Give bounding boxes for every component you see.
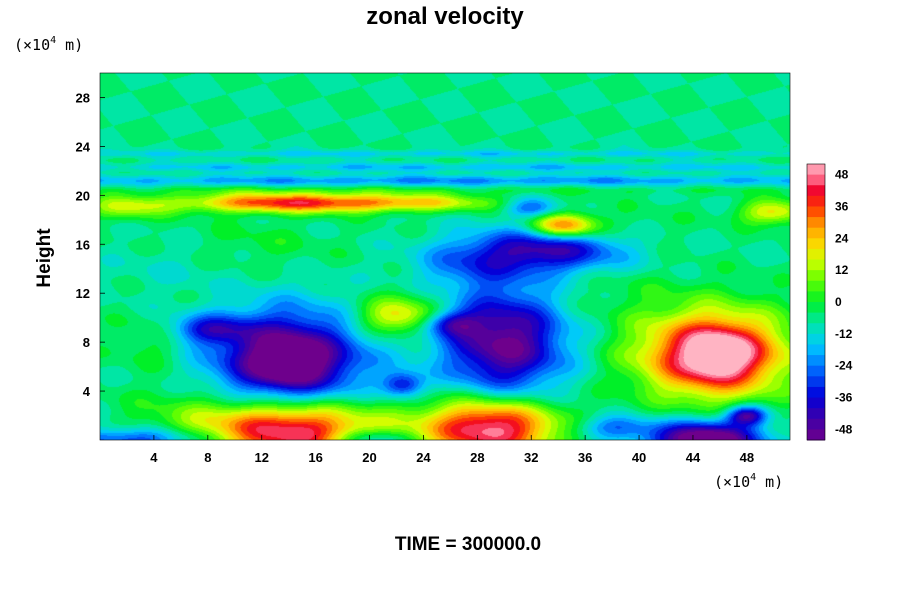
colorbar-segment xyxy=(807,174,825,186)
colorbar-tick-label: -48 xyxy=(835,422,853,436)
y-tick-label: 24 xyxy=(76,139,91,154)
colorbar-segment xyxy=(807,323,825,335)
x-tick-label: 20 xyxy=(362,450,376,465)
x-axis-unit: (×104 m) xyxy=(714,472,783,491)
y-tick-label: 16 xyxy=(76,237,90,252)
colorbar xyxy=(806,163,826,441)
plot-area xyxy=(99,72,791,441)
colorbar-segment xyxy=(807,302,825,314)
colorbar-segment xyxy=(807,365,825,377)
x-tick-label: 24 xyxy=(416,450,431,465)
y-axis-unit: (×104 m) xyxy=(14,35,83,54)
y-tick-label: 28 xyxy=(76,90,90,105)
x-tick-label: 12 xyxy=(254,450,268,465)
x-tick-label: 32 xyxy=(524,450,538,465)
colorbar-segment xyxy=(807,333,825,345)
x-tick-label: 28 xyxy=(470,450,484,465)
colorbar-segment xyxy=(807,376,825,388)
colorbar-segment xyxy=(807,312,825,324)
colorbar-tick-label: 48 xyxy=(835,168,849,182)
colorbar-segment xyxy=(807,185,825,197)
x-tick-label: 4 xyxy=(150,450,158,465)
colorbar-segment xyxy=(807,270,825,282)
colorbar-tick-label: -36 xyxy=(835,391,853,405)
heatmap-canvas xyxy=(100,73,790,440)
colorbar-segment xyxy=(807,344,825,356)
x-tick-label: 36 xyxy=(578,450,592,465)
x-tick-label: 16 xyxy=(308,450,322,465)
colorbar-segment xyxy=(807,248,825,261)
colorbar-segment xyxy=(807,291,825,303)
y-tick-label: 8 xyxy=(83,335,90,350)
time-label: TIME = 300000.0 xyxy=(395,534,541,555)
y-tick-label: 20 xyxy=(76,188,90,203)
colorbar-tick-label: -24 xyxy=(835,359,853,373)
colorbar-segment xyxy=(807,418,825,430)
colorbar-segment xyxy=(807,259,825,271)
colorbar-segment xyxy=(807,408,825,420)
y-axis-ticks: 4 8 12 16 20 24 28 xyxy=(76,90,105,399)
x-tick-label: 40 xyxy=(632,450,646,465)
colorbar-tick-label: 36 xyxy=(835,199,849,213)
y-axis-label: Height xyxy=(34,228,55,288)
y-tick-label: 12 xyxy=(76,286,90,301)
colorbar-segment xyxy=(807,397,825,409)
x-tick-label: 48 xyxy=(740,450,754,465)
colorbar-tick-label: 12 xyxy=(835,263,849,277)
colorbar-segment xyxy=(807,217,825,229)
chart-title: zonal velocity xyxy=(366,3,524,30)
x-tick-label: 8 xyxy=(204,450,211,465)
colorbar-segment xyxy=(807,195,825,207)
colorbar-segment xyxy=(807,227,825,239)
colorbar-segment xyxy=(807,238,825,250)
colorbar-ticks: 48 36 24 12 0 -12 -24 -36 -48 xyxy=(835,168,853,437)
colorbar-tick-label: 0 xyxy=(835,295,842,309)
colorbar-tick-label: -12 xyxy=(835,327,853,341)
colorbar-segment xyxy=(807,206,825,218)
colorbar-segment xyxy=(807,164,825,176)
x-axis-ticks: 4 8 12 16 20 24 28 32 36 40 44 48 xyxy=(150,435,754,465)
x-tick-label: 44 xyxy=(686,450,701,465)
colorbar-segment xyxy=(807,429,825,441)
colorbar-segment xyxy=(807,386,825,399)
colorbar-segment xyxy=(807,355,825,367)
y-tick-label: 4 xyxy=(83,384,91,399)
colorbar-tick-label: 24 xyxy=(835,231,849,245)
plot-frame xyxy=(99,72,791,441)
colorbar-frame xyxy=(806,163,826,441)
colorbar-segment xyxy=(807,280,825,292)
